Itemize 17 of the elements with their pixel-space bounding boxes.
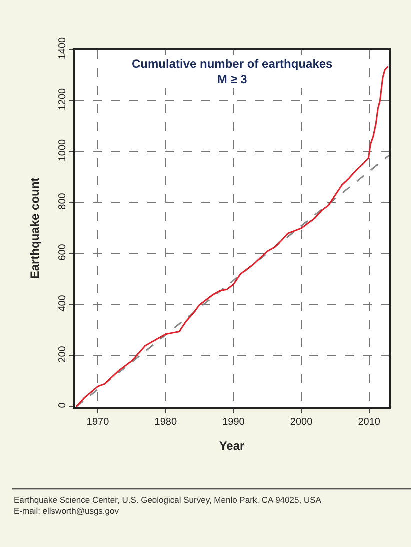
text: Earthquake Science Center, U.S. Geological Survey, Menlo Park, CA 94025, USA E-mail: ellsworth@usgs.gov: [14, 495, 322, 516]
y-tick-label: 1400: [57, 36, 68, 60]
y-tick-label: 1200: [57, 88, 68, 111]
x-tick-label: 1980: [154, 416, 178, 428]
x-tick-label: 1970: [86, 416, 110, 428]
x-axis-title: Year: [219, 439, 246, 454]
text: Cumulative number of earthquakes M ≥ 3: [132, 57, 334, 87]
x-tick-label: 1990: [222, 416, 246, 428]
y-tick-label: 1000: [57, 138, 68, 162]
y-tick-label: 400: [57, 294, 68, 312]
y-tick-label: 600: [57, 244, 68, 261]
y-tick-label: 0: [57, 402, 68, 408]
y-axis-title: Earthquake count: [28, 178, 42, 280]
y-tick-label: 200: [57, 346, 68, 363]
x-tick-label: 2010: [358, 416, 381, 428]
y-tick-label: 800: [57, 192, 68, 210]
x-tick-label: 2000: [290, 416, 314, 428]
